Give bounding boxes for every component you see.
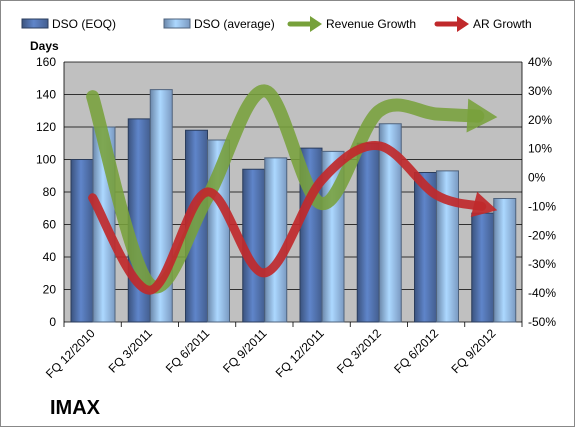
y-tick-label: 40 [43,250,57,264]
y-tick-label: 60 [43,218,57,232]
y-tick-label: 80 [43,185,57,199]
legend: DSO (EOQ) DSO (average) Revenue Growth AR G… [21,16,532,32]
y2-tick-label: 20% [528,113,552,127]
bar-dso-eoq [356,142,380,323]
y2-tick-label: -50% [528,315,556,329]
y2-tick-label: -40% [528,286,556,300]
y-tick-label: 100 [36,153,56,167]
y2-tick-label: -10% [528,199,556,213]
y2-tick-label: 10% [528,142,552,156]
y2-tick-label: -30% [528,257,556,271]
y-tick-label: 0 [49,315,56,329]
y-axis-ticks: 0 20 40 60 80 100 120 140 160 [36,55,56,329]
revenue-growth-arrowhead [466,98,498,133]
y-tick-label: 160 [36,55,56,69]
legend-label: DSO (EOQ) [52,17,116,31]
y-axis-label: Days [30,39,59,53]
legend-swatch-bar [163,18,191,29]
y2-tick-label: 40% [528,55,552,69]
revenue-growth-line [86,84,485,294]
legend-label: Revenue Growth [326,17,416,31]
y-tick-label: 20 [43,283,57,297]
chart-title: IMAX [50,397,101,419]
y-tick-label: 140 [36,88,56,102]
legend-label: AR Growth [473,17,532,31]
legend-swatch-bar [21,18,49,29]
bar-dso-average [493,198,517,323]
legend-swatch-arrowhead [457,16,469,32]
bar-dso-eoq [471,212,495,323]
ar-growth-line [88,141,487,295]
y-tick-label: 120 [36,120,56,134]
growth-lines [86,84,498,295]
legend-swatch-arrowhead [310,16,322,32]
y2-tick-label: 30% [528,84,552,98]
bar-dso-average [378,123,402,323]
y2-tick-label: 0% [528,171,546,185]
bar-dso-average [436,170,459,323]
y2-axis-ticks: -50% -40% -30% -20% -10% 0% 10% 20% 30% 40% [528,55,556,329]
ar-growth-arrowhead [470,191,498,218]
legend-label: DSO (average) [194,17,275,31]
bar-dso-eoq [70,159,94,323]
y2-tick-label: -20% [528,228,556,242]
bar-dso-average [264,157,288,323]
